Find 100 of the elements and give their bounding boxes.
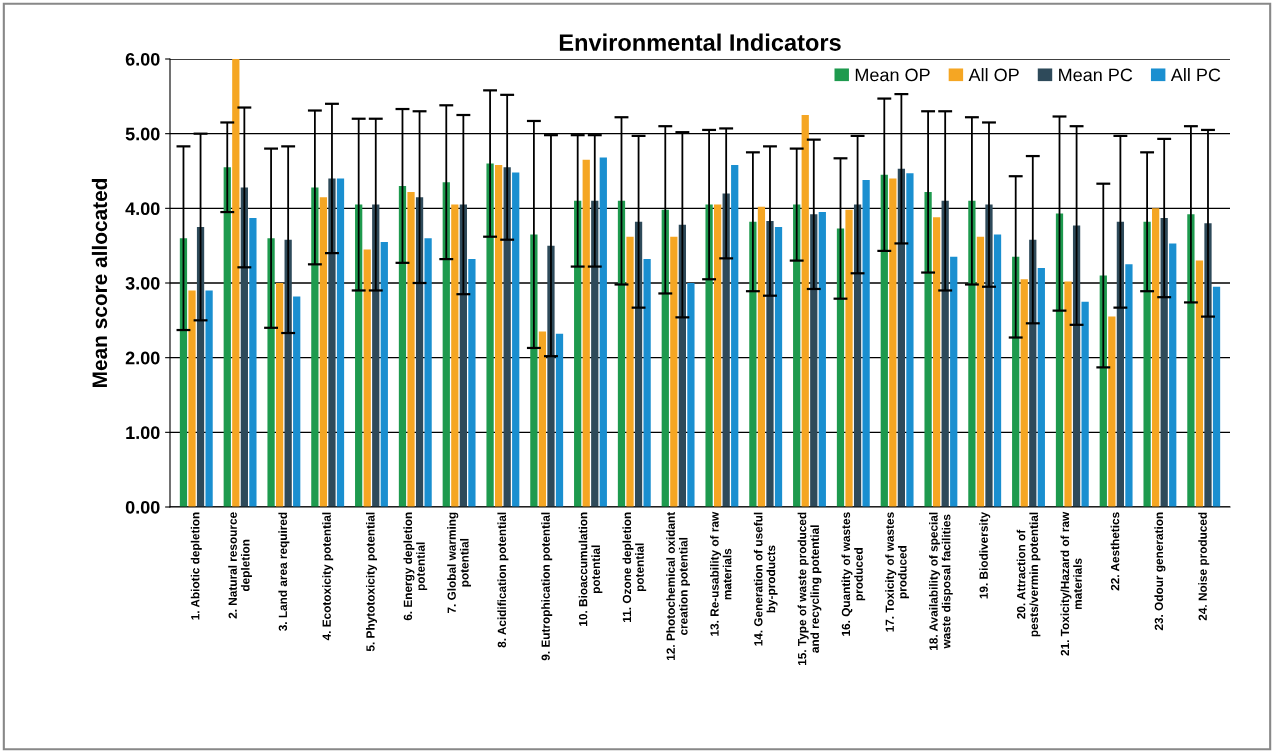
x-tick-label: 12. Photochemical oxidant creation potential [666,511,690,661]
bar [1020,279,1028,507]
x-tick-label: 3. Land area required [278,512,290,631]
x-tick-label: 11. Ozone depletion potential [622,512,647,622]
bar [1125,264,1133,507]
legend-label: Mean OP [855,68,930,82]
bar [853,204,862,507]
bar [1072,225,1081,507]
bar [451,204,459,507]
bar [705,204,713,507]
x-tick-label: 10. Bioaccumulation potential [578,512,603,626]
bar [336,178,345,507]
bar [328,178,336,507]
x-tick-label: 21. Toxicity/Hazard of raw materials [1060,511,1082,656]
bar [845,209,853,507]
bar [1143,221,1151,507]
bar [494,165,503,507]
bar [512,172,520,507]
x-tick-label: 24. Noise produced [1198,512,1210,621]
bar [293,296,301,507]
x-tick-label: 4. Ecotoxicity potential [322,512,334,641]
x-tick-label: 18. Availability of special waste disposal facilities [929,512,953,650]
bar [950,256,958,507]
bar [801,115,809,507]
bar [555,333,564,507]
bar [1152,208,1160,507]
legend-label: All PC [1170,68,1221,82]
bar [1108,316,1116,507]
y-tick-label: 5.00 [125,127,160,141]
x-tick-label: 2. Natural resource depletion [228,512,252,619]
bar [634,221,643,507]
x-tick-label: 5. Phytotoxicity potential [365,512,377,652]
x-tick-label: 7. Global warming potential [447,512,471,614]
x-tick-label: 13. Re-usability of raw materials [710,511,732,636]
legend-label: All OP [968,68,1019,82]
bar [793,204,801,507]
bar [749,221,757,507]
bar [196,227,205,507]
bar [380,241,388,507]
x-tick-label: 16. Quantity of wastes produced [841,512,866,636]
bar [599,157,607,507]
x-tick-label: 19. Biodiversity [979,511,991,599]
x-tick-label: 22. Aesthetics [1110,512,1120,591]
y-tick-label: 3.00 [125,276,160,290]
bar [766,221,774,507]
bar [889,178,897,507]
x-tick-label: 6. Energy depletion potential [403,512,428,621]
x-tick-label: 17. Toxicity of wastes produced [885,512,909,632]
bar [906,173,914,507]
bar [714,204,722,507]
bar [617,200,626,507]
bar [933,217,941,507]
bar [319,197,328,507]
bar [1169,243,1177,507]
bar [924,191,932,507]
y-tick-label: 0.00 [125,500,160,514]
bar [275,283,284,507]
x-tick-label: 1. Abiotic depletion [190,512,202,620]
bar [179,238,188,507]
bar [486,163,494,507]
bar [862,179,870,507]
bar [205,290,213,507]
bar [626,236,634,507]
bar [1187,214,1195,507]
bar [687,283,695,507]
chart-title: Environmental Indicators [559,33,841,51]
x-tick-label: 14. Generation of useful by-products [753,512,778,646]
y-tick-label: 1.00 [126,426,160,440]
bar [976,236,985,507]
bar [1055,213,1064,507]
bar [582,159,590,507]
bar [968,200,976,507]
bar [232,59,240,507]
bar [1212,286,1221,507]
bar [722,193,730,507]
y-tick-label: 2.00 [125,351,160,365]
bar [311,187,319,507]
bar [503,167,511,507]
bar [415,197,424,507]
bar [1204,223,1212,507]
x-tick-label: 8. Acidification potential [497,512,509,648]
bar [1081,301,1089,507]
bar [1064,281,1072,507]
bar [407,191,415,507]
bar [398,185,407,507]
x-tick-label: 9. Eutrophication potential [541,512,553,661]
bar [670,236,678,507]
y-tick-label: 6.00 [125,52,160,66]
bar [757,206,766,507]
bar [188,290,196,507]
bar [836,228,845,507]
y-tick-label: 4.00 [125,202,160,216]
bar [223,167,231,507]
bar [363,249,371,507]
bar [1195,260,1204,507]
bar [424,238,432,507]
bar [731,165,739,507]
bar [818,212,826,507]
bar [774,227,783,507]
bar [1037,268,1045,507]
